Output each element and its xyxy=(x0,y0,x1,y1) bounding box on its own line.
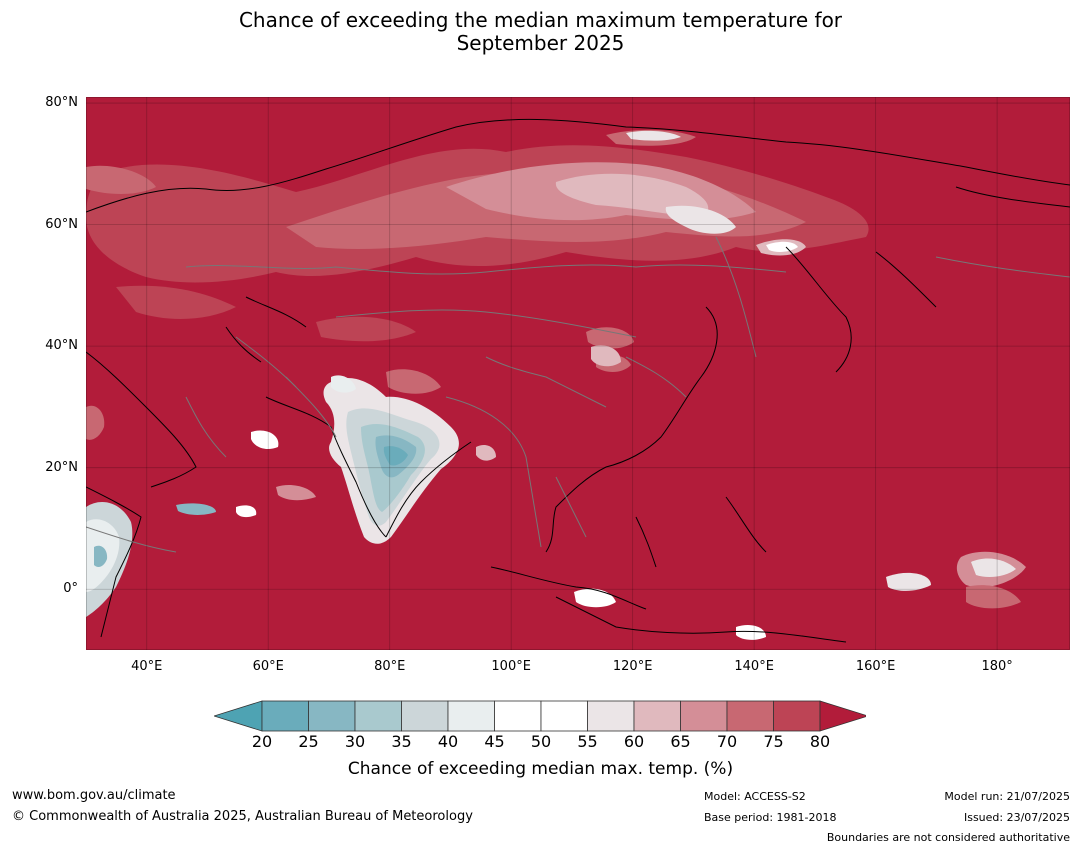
longitude-label: 80°E xyxy=(374,659,406,674)
colorbar-tick-label: 20 xyxy=(251,732,273,751)
colorbar-segment xyxy=(494,700,542,732)
colorbar-segment xyxy=(633,700,681,732)
model-run-date: Model run: 21/07/2025 xyxy=(944,790,1070,803)
colorbar-tick-label: 35 xyxy=(391,732,412,751)
colorbar-over-triangle xyxy=(819,700,866,732)
title-line-2: September 2025 xyxy=(456,31,625,55)
colorbar-tick-label: 50 xyxy=(530,732,552,751)
latitude-label: 20°N xyxy=(45,459,78,475)
colorbar-segment xyxy=(540,700,588,732)
colorbar-segment xyxy=(261,700,309,732)
colorbar-tick-label: 60 xyxy=(623,732,645,751)
colorbar-tick-label: 30 xyxy=(344,732,366,751)
colorbar-segment xyxy=(401,700,449,732)
longitude-label: 100°E xyxy=(491,659,531,674)
indian-subcontinent-shading xyxy=(251,369,459,544)
longitude-label: 120°E xyxy=(612,659,653,674)
boundaries-disclaimer: Boundaries are not considered authoritat… xyxy=(826,831,1070,844)
colorbar-segment xyxy=(726,700,774,732)
colorbar-tick-label: 75 xyxy=(763,732,784,751)
colorbar-segment xyxy=(587,700,635,732)
coastlines xyxy=(86,118,1070,643)
longitude-label: 160°E xyxy=(855,659,896,674)
colorbar-tick-label: 25 xyxy=(298,732,319,751)
website-link[interactable]: www.bom.gov.au/climate xyxy=(12,788,176,803)
colorbar-segment xyxy=(773,700,821,732)
map-title: Chance of exceeding the median maximum t… xyxy=(0,9,1081,55)
colorbar-tick-label: 45 xyxy=(484,732,505,751)
issued-date: Issued: 23/07/2025 xyxy=(963,811,1070,824)
colorbar-tick-label: 65 xyxy=(670,732,691,751)
latitude-label: 40°N xyxy=(45,338,78,354)
longitude-label: 180° xyxy=(981,659,1013,674)
graticule xyxy=(86,97,1070,650)
colorbar-segment xyxy=(308,700,356,732)
colorbar-tick-label: 40 xyxy=(437,732,459,751)
longitude-label: 60°E xyxy=(252,659,284,674)
latitude-label: 60°N xyxy=(45,216,78,232)
country-borders xyxy=(86,236,1070,553)
longitude-label: 140°E xyxy=(734,659,774,674)
base-period: Base period: 1981-2018 xyxy=(704,811,837,824)
colorbar-tick-label: 80 xyxy=(809,732,831,751)
colorbar-segment xyxy=(447,700,495,732)
latitude-label: 0° xyxy=(63,581,78,597)
colorbar xyxy=(214,700,866,732)
colorbar-label: Chance of exceeding median max. temp. (%… xyxy=(347,759,734,779)
latitude-label: 80°N xyxy=(45,95,78,111)
colorbar-tick-label: 70 xyxy=(716,732,738,751)
colorbar-segment xyxy=(354,700,402,732)
map-frame xyxy=(86,97,1070,650)
longitude-label: 40°E xyxy=(131,659,163,674)
probability-map xyxy=(86,97,1070,650)
colorbar-under-triangle xyxy=(214,700,263,732)
colorbar-tick-label: 55 xyxy=(577,732,598,751)
colorbar-segment xyxy=(680,700,728,732)
copyright-notice: © Commonwealth of Australia 2025, Austra… xyxy=(12,809,473,824)
model-name: Model: ACCESS-S2 xyxy=(704,790,806,803)
title-line-1: Chance of exceeding the median maximum t… xyxy=(238,8,843,32)
map-panel xyxy=(86,97,1070,650)
